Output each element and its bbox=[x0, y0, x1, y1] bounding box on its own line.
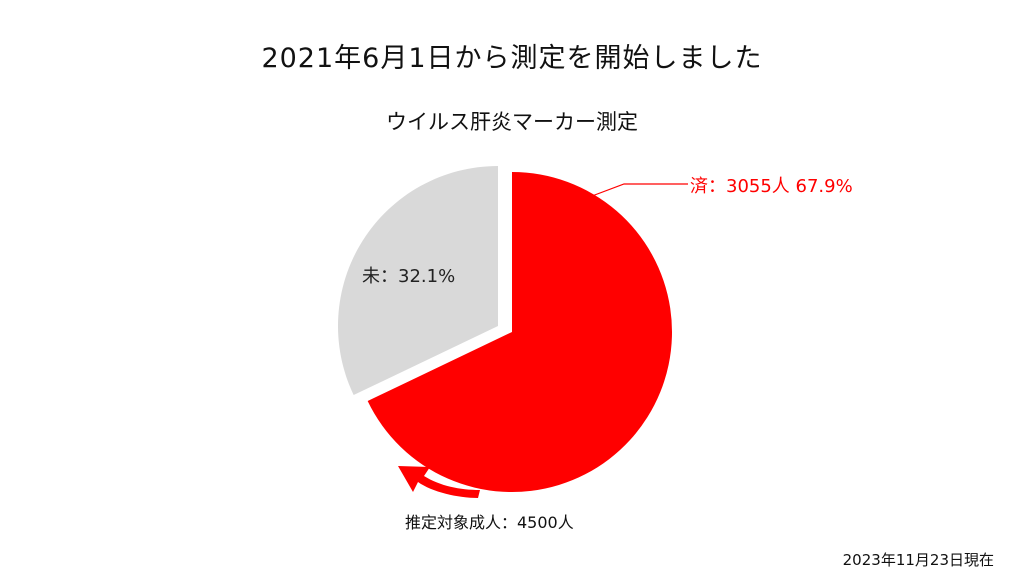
page-heading: 2021年6月1日から測定を開始しました bbox=[261, 43, 763, 74]
pie-slice-not bbox=[338, 165, 498, 396]
chart-title: ウイルス肝炎マーカー測定 bbox=[386, 110, 638, 134]
pie-slice-done bbox=[367, 172, 673, 492]
done-leader-line bbox=[591, 183, 688, 197]
as-of-date: 2023年11月23日現在 bbox=[842, 551, 994, 569]
done-slice-label: 済：3055人 67.9% bbox=[690, 176, 853, 197]
curved-arrow-icon bbox=[398, 466, 480, 498]
not-slice-label: 未：32.1% bbox=[362, 266, 455, 287]
target-population-label: 推定対象成人：4500人 bbox=[405, 513, 574, 532]
